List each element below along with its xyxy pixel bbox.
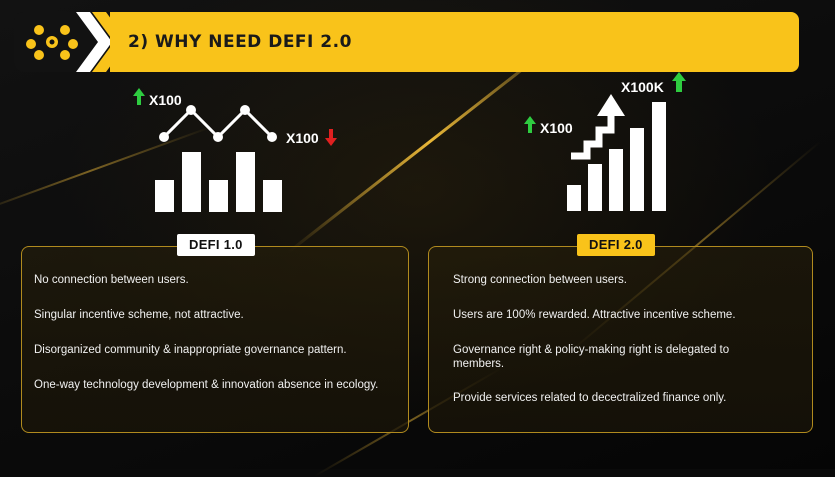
list-item: Strong connection between users. <box>453 274 627 286</box>
header: 2) WHY NEED DEFI 2.0 <box>14 12 799 72</box>
defi2-top-label: X100K <box>621 79 664 95</box>
list-item: Provide services related to decectralize… <box>453 392 727 404</box>
defi1-illustration: X100 X100 <box>133 88 337 212</box>
list-item: Singular incentive scheme, not attractiv… <box>34 309 244 321</box>
list-item: One-way technology development & innovat… <box>34 379 379 391</box>
defi1-list: No connection between users. Singular in… <box>34 273 398 413</box>
list-item: Governance right & policy-making right i… <box>453 344 730 370</box>
honeycomb-dots-logo-icon <box>26 25 78 60</box>
defi1-panel: No connection between users. Singular in… <box>21 246 409 433</box>
defi1-tag: DEFI 1.0 <box>177 234 255 256</box>
defi2-list: Strong connection between users. Users a… <box>453 273 802 426</box>
arrow-up-icon <box>672 72 686 92</box>
defi2-panel: Strong connection between users. Users a… <box>428 246 813 433</box>
list-item: Disorganized community & inappropriate g… <box>34 344 347 356</box>
bar-chart-zigzag-icon <box>155 105 282 212</box>
defi2-up-label: X100 <box>540 120 573 136</box>
arrow-up-icon <box>133 88 145 105</box>
defi1-up-label: X100 <box>149 92 182 108</box>
rising-bar-chart-icon <box>567 94 666 211</box>
list-item: Users are 100% rewarded. Attractive ince… <box>453 309 736 321</box>
list-item: No connection between users. <box>34 274 189 286</box>
page-title: 2) WHY NEED DEFI 2.0 <box>128 32 352 52</box>
defi2-tag: DEFI 2.0 <box>577 234 655 256</box>
defi2-illustration: X100 X100K <box>524 72 686 211</box>
arrow-down-icon <box>325 129 337 146</box>
arrow-up-icon <box>524 116 536 133</box>
title-bar: 2) WHY NEED DEFI 2.0 <box>110 12 799 72</box>
defi1-down-label: X100 <box>286 130 319 146</box>
logo <box>14 12 90 72</box>
